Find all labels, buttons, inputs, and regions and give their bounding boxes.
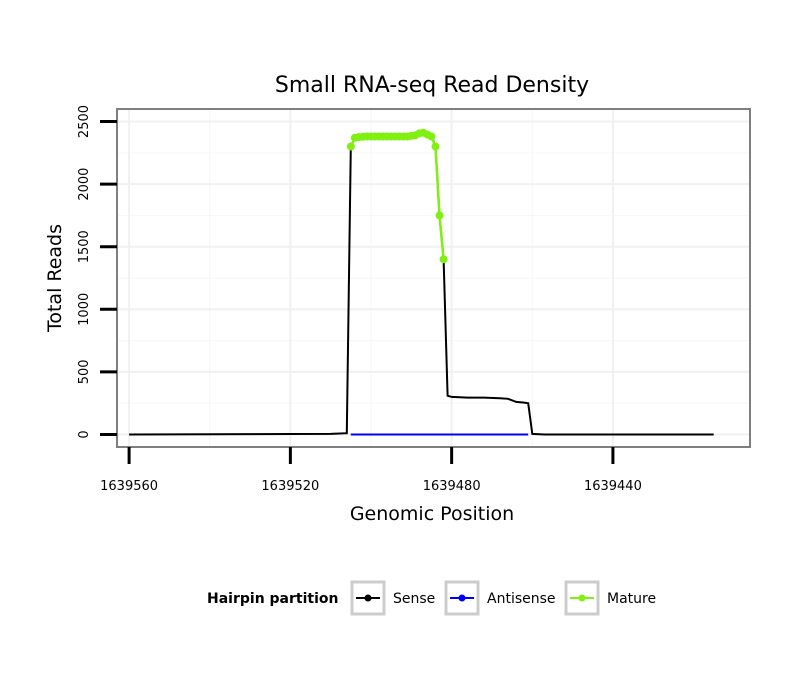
data-point-mature xyxy=(439,255,448,264)
legend-label-sense: Sense xyxy=(393,591,435,607)
x-tick-label: 1639480 xyxy=(423,479,481,494)
data-point-mature xyxy=(431,142,440,151)
legend-label-antisense: Antisense xyxy=(487,591,556,607)
plot-panel-border xyxy=(116,108,751,448)
series-layer xyxy=(129,128,714,436)
y-axis-label: Total Reads xyxy=(44,224,66,333)
data-point-mature xyxy=(346,142,355,151)
series-line-mature xyxy=(349,131,445,260)
x-axis-label: Genomic Position xyxy=(350,503,514,525)
series-line-sense xyxy=(129,132,714,436)
grid xyxy=(117,109,750,447)
legend-key-marker-sense xyxy=(364,594,372,602)
y-tick-label: 500 xyxy=(77,359,92,384)
y-tick-label: 1500 xyxy=(77,230,92,263)
legend-key-marker-mature xyxy=(578,594,586,602)
legend-label-mature: Mature xyxy=(607,591,656,607)
y-axis: 0 500 1000 1500 2000 2500 xyxy=(77,105,117,439)
legend-title: Hairpin partition xyxy=(207,591,338,607)
y-tick-label: 0 xyxy=(77,430,92,438)
x-tick-label: 1639560 xyxy=(100,479,158,494)
y-tick-label: 2000 xyxy=(77,168,92,201)
legend-key-marker-antisense xyxy=(458,594,466,602)
x-axis: 1639560 1639520 1639480 1639440 xyxy=(100,447,642,494)
chart-title: Small RNA-seq Read Density xyxy=(275,73,589,98)
data-point-mature xyxy=(427,132,436,141)
x-tick-label: 1639440 xyxy=(584,479,642,494)
legend: Hairpin partition Sense Antisense Mature xyxy=(207,580,656,616)
y-tick-label: 2500 xyxy=(77,105,92,138)
x-tick-label: 1639520 xyxy=(261,479,319,494)
data-point-mature xyxy=(435,211,444,220)
y-tick-label: 1000 xyxy=(77,293,92,326)
